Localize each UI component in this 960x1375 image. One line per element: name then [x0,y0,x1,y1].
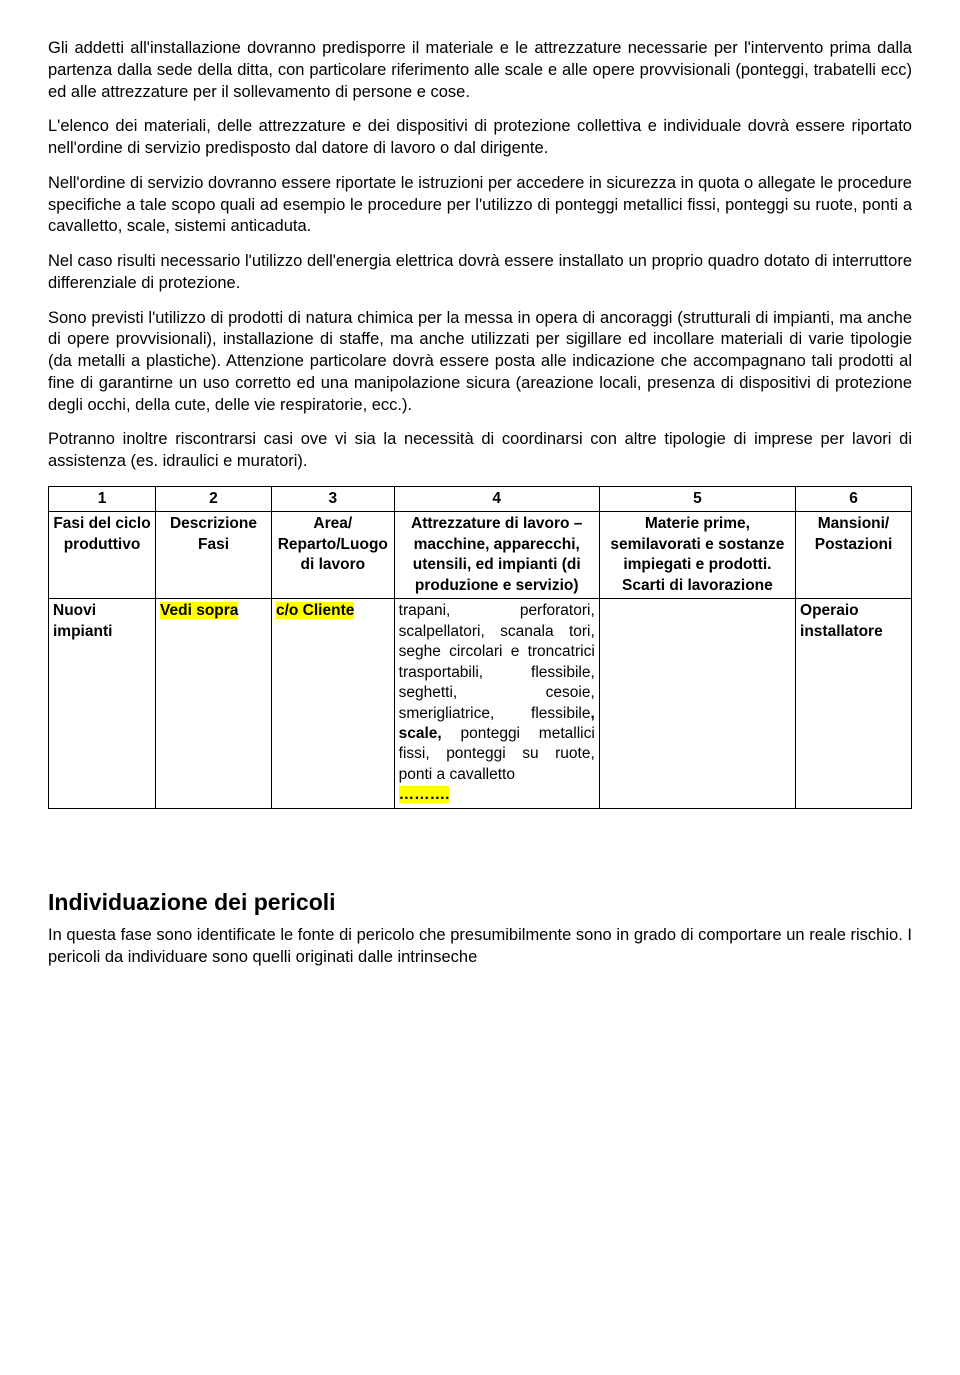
table-header-row: Fasi del ciclo produttivo Descrizione Fa… [49,512,912,599]
header-descrizione: Descrizione Fasi [156,512,272,599]
paragraph-5: Sono previsti l'utilizzo di prodotti di … [48,308,912,417]
paragraph-2: L'elenco dei materiali, delle attrezzatu… [48,116,912,160]
cell-mansioni: Operaio installatore [796,599,912,809]
highlight-dots: ………. [399,786,450,803]
header-fasi-ciclo: Fasi del ciclo produttivo [49,512,156,599]
attrezzature-text-a: trapani, perforatori, scalpellatori, sca… [399,602,595,721]
col-num-4: 4 [394,487,599,512]
paragraph-4: Nel caso risulti necessario l'utilizzo d… [48,251,912,295]
header-area: Area/ Reparto/Luogo di lavoro [271,512,394,599]
phases-table: 1 2 3 4 5 6 Fasi del ciclo produttivo De… [48,486,912,809]
section-body-pericoli: In questa fase sono identificate le font… [48,925,912,969]
header-attrezzature: Attrezzature di lavoro – macchine, appar… [394,512,599,599]
col-num-3: 3 [271,487,394,512]
paragraph-6: Potranno inoltre riscontrarsi casi ove v… [48,429,912,473]
header-materie: Materie prime, semilavorati e sostanze i… [599,512,795,599]
table-row: Nuovi impianti Vedi sopra c/o Cliente tr… [49,599,912,809]
table-number-row: 1 2 3 4 5 6 [49,487,912,512]
cell-materie [599,599,795,809]
section-title-pericoli: Individuazione dei pericoli [48,887,912,917]
col-num-2: 2 [156,487,272,512]
col-num-5: 5 [599,487,795,512]
col-num-6: 6 [796,487,912,512]
highlight-vedi-sopra: Vedi sopra [160,602,238,619]
highlight-cliente: c/o Cliente [276,602,354,619]
cell-fase: Nuovi impianti [49,599,156,809]
cell-attrezzature: trapani, perforatori, scalpellatori, sca… [394,599,599,809]
paragraph-3: Nell'ordine di servizio dovranno essere … [48,173,912,238]
header-mansioni: Mansioni/ Postazioni [796,512,912,599]
cell-descrizione: Vedi sopra [156,599,272,809]
paragraph-1: Gli addetti all'installazione dovranno p… [48,38,912,103]
col-num-1: 1 [49,487,156,512]
cell-area: c/o Cliente [271,599,394,809]
